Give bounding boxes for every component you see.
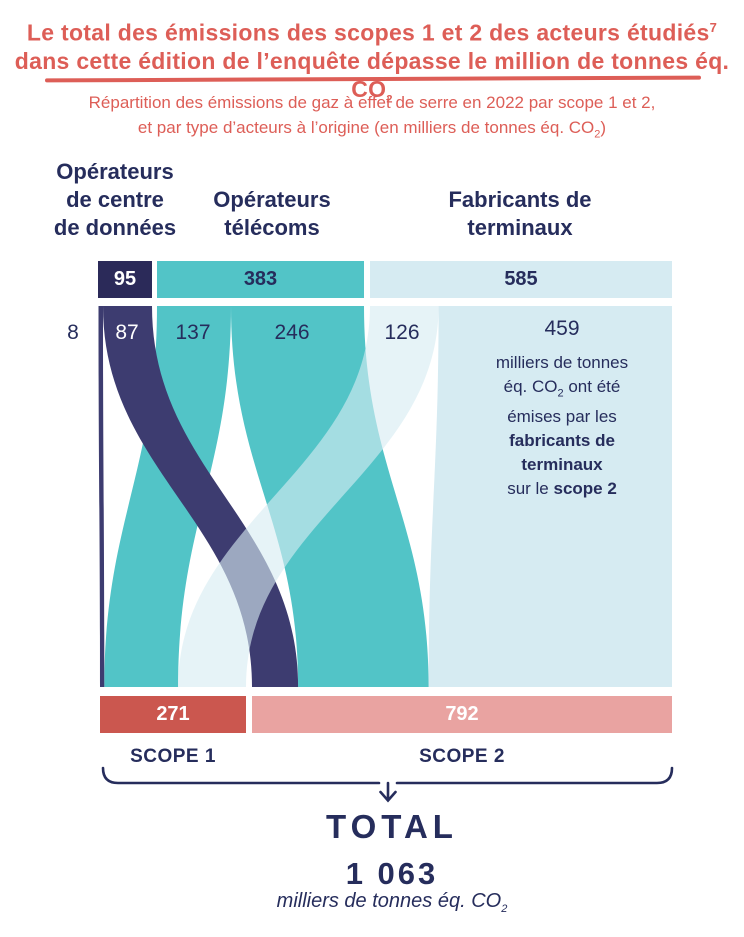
title-line-2: dans cette édition de l’enquête dépasse … xyxy=(14,47,730,106)
scopes-brace xyxy=(101,766,674,785)
subtitle-line-2: et par type d’acteurs à l’origine (en mi… xyxy=(137,118,607,141)
chart-subtitle: Répartition des émissions de gaz à effet… xyxy=(0,90,744,147)
top-bar-segment-manufacturers: 585 xyxy=(370,261,672,298)
annotation-manufacturers-scope2: 459 milliers de tonnes éq. CO2 ont été é… xyxy=(449,317,675,501)
flow-label-manufacturers-scope2: 459 xyxy=(544,317,580,340)
bottom-bar-scope2: 792 xyxy=(252,696,672,733)
column-header-telecom-operators: Opérateurs télécoms xyxy=(213,187,331,240)
flow-ribbon-op-rateurs-t-l-coms-scope-2 xyxy=(231,306,429,687)
title-line-1: Le total des émissions des scopes 1 et 2… xyxy=(26,19,718,46)
flow-ribbon-op-rateurs-de-centre-de-donn-es-scope-1 xyxy=(98,306,105,687)
total-label: TOTAL xyxy=(326,808,458,845)
subtitle-line-1: Répartition des émissions de gaz à effet… xyxy=(88,93,656,112)
page-title: Le total des émissions des scopes 1 et 2… xyxy=(0,14,744,113)
flow-label-manufacturers-scope1: 126 xyxy=(384,321,420,344)
flow-label-datacenter-scope2: 87 xyxy=(115,321,139,344)
total-value: 1 063 xyxy=(345,856,439,891)
column-header-datacenter-operators: Opérateurs de centre de données xyxy=(53,159,177,240)
scope1-label: SCOPE 1 xyxy=(130,746,216,767)
flow-ribbon-fabricants-de-terminaux-scope-1 xyxy=(178,306,439,687)
flow-label-telecom-scope1: 137 xyxy=(175,321,211,344)
flow-ribbon-op-rateurs-de-centre-de-donn-es-scope-2 xyxy=(103,306,299,687)
top-bar-segment-telecom: 383 xyxy=(157,261,364,298)
total-unit: milliers de tonnes éq. CO2 xyxy=(276,890,508,915)
footnote-marker: 7 xyxy=(709,20,718,35)
top-bar-segment-datacenter: 95 xyxy=(98,261,152,298)
bottom-bar-scope1: 271 xyxy=(100,696,246,733)
total-arrow-icon xyxy=(379,781,397,803)
column-header-device-manufacturers: Fabricants de terminaux xyxy=(448,187,592,240)
scope2-label: SCOPE 2 xyxy=(419,746,505,767)
flow-label-datacenter-scope1: 8 xyxy=(67,321,79,344)
flow-ribbon-op-rateurs-t-l-coms-scope-1 xyxy=(104,306,231,687)
flow-label-telecom-scope2: 246 xyxy=(274,321,310,344)
